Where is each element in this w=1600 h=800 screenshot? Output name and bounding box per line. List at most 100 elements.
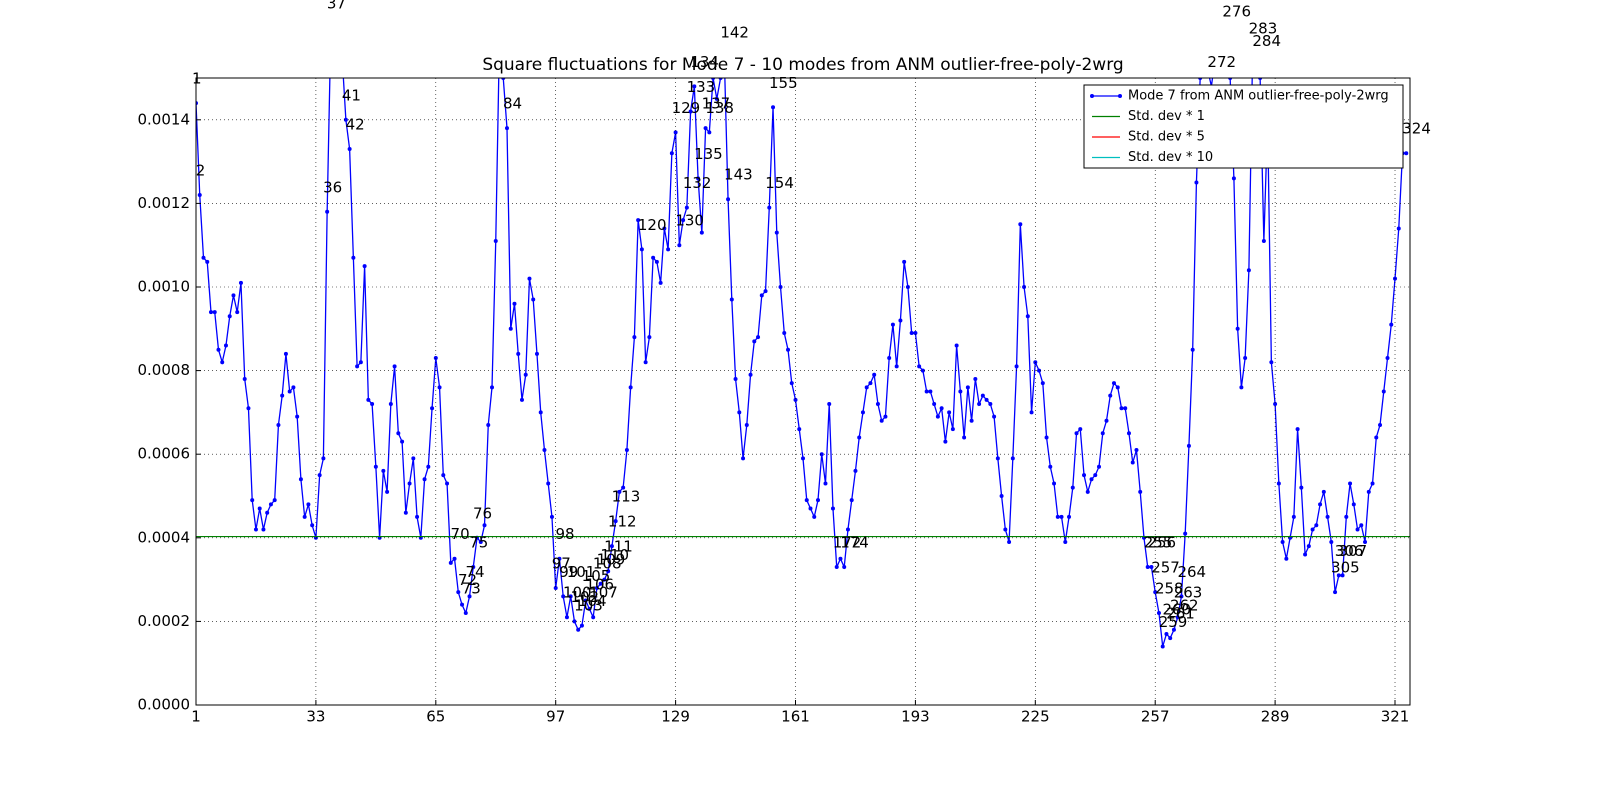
data-point — [737, 410, 742, 415]
point-annotation: 155 — [769, 74, 798, 92]
point-annotation: 138 — [705, 99, 734, 117]
data-point — [1261, 239, 1266, 244]
data-point — [636, 218, 641, 223]
data-point — [1168, 636, 1173, 641]
data-point — [531, 297, 536, 302]
data-point — [1044, 435, 1049, 440]
data-point — [1385, 356, 1390, 361]
data-point — [1340, 573, 1345, 578]
data-point — [1280, 539, 1285, 544]
data-point — [1156, 611, 1161, 616]
data-point — [980, 393, 985, 398]
data-point — [1378, 422, 1383, 427]
data-point — [1007, 539, 1012, 544]
x-tick-label: 33 — [306, 708, 325, 726]
point-annotation: 100 — [563, 584, 592, 602]
data-point — [1179, 594, 1184, 599]
data-point — [654, 259, 659, 264]
data-point — [1138, 489, 1143, 494]
data-point — [1355, 527, 1360, 532]
data-point — [542, 448, 547, 453]
point-annotation: 97 — [552, 554, 571, 572]
data-point — [1284, 556, 1289, 561]
data-point — [1239, 385, 1244, 390]
data-point — [1186, 443, 1191, 448]
data-point — [688, 109, 693, 114]
x-tick-label: 161 — [781, 708, 810, 726]
data-point — [617, 489, 622, 494]
data-point — [860, 410, 865, 415]
data-point — [1295, 427, 1300, 432]
data-point — [1164, 631, 1169, 636]
point-annotation: 143 — [724, 166, 753, 184]
x-tick-label: 225 — [1021, 708, 1050, 726]
data-point — [1243, 356, 1248, 361]
data-point — [456, 590, 461, 595]
data-point — [920, 368, 925, 373]
data-point — [467, 594, 472, 599]
data-point — [658, 280, 663, 285]
data-point — [995, 456, 1000, 461]
data-point — [1351, 502, 1356, 507]
data-point — [478, 539, 483, 544]
data-point — [947, 410, 952, 415]
data-point — [568, 594, 573, 599]
data-point — [347, 147, 352, 152]
point-annotation: 107 — [589, 584, 618, 602]
data-point — [1183, 531, 1188, 536]
data-point — [714, 96, 719, 101]
x-tick-label: 257 — [1141, 708, 1170, 726]
data-point — [609, 544, 614, 549]
data-point — [1126, 431, 1131, 436]
point-annotation: 76 — [473, 504, 492, 522]
data-point — [283, 351, 288, 356]
data-point — [707, 130, 712, 135]
data-point — [771, 105, 776, 110]
data-point — [594, 585, 599, 590]
data-point — [1115, 385, 1120, 390]
data-point — [366, 397, 371, 402]
legend-label: Std. dev * 1 — [1128, 109, 1205, 124]
data-point — [677, 243, 682, 248]
point-annotation: 276 — [1222, 3, 1251, 21]
data-point — [561, 594, 566, 599]
data-point — [651, 255, 656, 260]
y-tick-label: 0.0010 — [138, 278, 191, 296]
data-point — [696, 176, 701, 181]
data-point — [632, 335, 637, 340]
point-annotation: 130 — [675, 212, 704, 230]
data-point — [242, 376, 247, 381]
point-annotation: 272 — [1207, 53, 1236, 71]
data-point — [583, 598, 588, 603]
y-tick-label: 0.0012 — [138, 194, 191, 212]
data-point — [445, 481, 450, 486]
point-annotation: 72 — [458, 571, 477, 589]
data-point — [306, 502, 311, 507]
point-annotation: 102 — [570, 588, 599, 606]
data-point — [557, 556, 562, 561]
data-point — [246, 406, 251, 411]
data-point — [381, 468, 386, 473]
data-point — [564, 615, 569, 620]
data-point — [1306, 544, 1311, 549]
data-point — [759, 293, 764, 298]
data-point — [265, 510, 270, 515]
data-line — [196, 78, 1407, 647]
data-point — [231, 293, 236, 298]
data-point — [741, 456, 746, 461]
data-point — [812, 514, 817, 519]
data-point — [928, 389, 933, 394]
data-point — [932, 402, 937, 407]
data-point — [962, 435, 967, 440]
point-annotation: 263 — [1174, 584, 1203, 602]
data-point — [197, 193, 202, 198]
legend-marker — [1118, 94, 1122, 98]
data-point — [504, 126, 509, 131]
data-point — [793, 397, 798, 402]
data-point — [490, 385, 495, 390]
point-annotation: 104 — [578, 592, 607, 610]
x-tick-label: 289 — [1261, 708, 1290, 726]
data-point — [1018, 222, 1023, 227]
data-point — [396, 431, 401, 436]
data-point — [1078, 427, 1083, 432]
